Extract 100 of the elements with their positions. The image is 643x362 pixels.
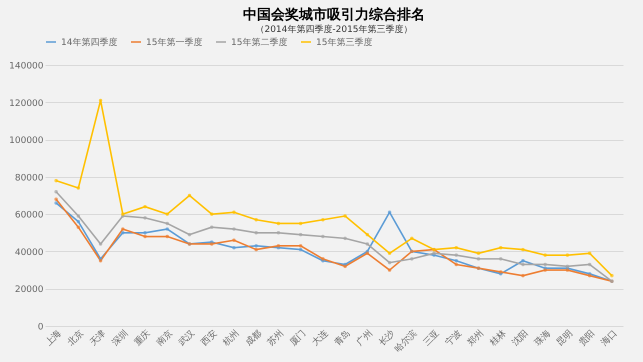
chart-title: 中国会奖城市吸引力综合排名	[243, 6, 425, 23]
point	[521, 248, 525, 252]
point	[454, 259, 458, 262]
point	[588, 252, 592, 256]
point	[143, 234, 147, 238]
point	[388, 252, 392, 256]
point	[254, 218, 258, 222]
point	[210, 212, 214, 216]
y-tick-label: 0	[38, 322, 44, 332]
x-tick-label: 上海	[43, 328, 64, 348]
point	[343, 214, 347, 218]
point	[254, 231, 258, 235]
point	[588, 262, 592, 266]
x-tick-label: 大连	[310, 328, 330, 348]
x-tick-label: 三亚	[422, 328, 442, 348]
point	[188, 194, 192, 198]
point	[521, 274, 525, 278]
point	[166, 227, 169, 231]
point	[410, 257, 414, 261]
point	[298, 222, 302, 226]
x-tick-label: 天津	[88, 328, 108, 348]
point	[476, 252, 480, 256]
x-tick-label: 苏州	[265, 328, 286, 348]
point	[232, 227, 236, 231]
point	[321, 218, 325, 222]
y-tick-label: 20000	[14, 285, 44, 296]
legend-label: 15年第一季度	[146, 37, 202, 48]
y-tick-label: 100000	[9, 136, 44, 146]
point	[388, 268, 392, 272]
x-tick-label: 西安	[198, 328, 220, 348]
point	[76, 220, 80, 224]
y-tick-label: 40000	[14, 248, 44, 258]
x-tick-label: 厦门	[288, 328, 308, 348]
point	[410, 236, 414, 240]
legend-label: 14年第四季度	[61, 37, 118, 48]
point	[298, 232, 302, 236]
x-tick-label: 贵阳	[576, 328, 598, 348]
point	[166, 234, 169, 238]
point	[366, 232, 370, 236]
point	[76, 225, 80, 229]
point	[499, 246, 502, 250]
point	[76, 214, 80, 218]
point	[98, 98, 102, 102]
point	[143, 231, 147, 235]
point	[210, 225, 214, 229]
x-tick-label: 杭州	[220, 328, 242, 350]
x-tick-label: 南京	[154, 328, 175, 348]
x-tick-label: 成都	[243, 328, 264, 348]
point	[521, 262, 525, 266]
x-tick-label: 昆明	[554, 328, 575, 348]
point	[476, 257, 480, 261]
point	[254, 244, 258, 248]
point	[454, 253, 458, 257]
legend-label: 15年第三季度	[316, 37, 372, 48]
point	[166, 222, 169, 226]
point	[232, 210, 236, 214]
point	[521, 259, 525, 262]
x-tick-label: 重庆	[132, 328, 153, 348]
point	[321, 234, 325, 238]
x-tick-label: 宁波	[443, 328, 464, 348]
point	[298, 248, 302, 252]
x-tick-label: 青岛	[332, 328, 353, 348]
point	[298, 244, 302, 248]
point	[121, 227, 125, 231]
point	[276, 231, 280, 235]
point	[543, 262, 547, 266]
point	[54, 190, 58, 194]
point	[232, 238, 236, 242]
x-tick-label: 广州	[354, 328, 375, 348]
x-tick-label: 哈尔滨	[392, 328, 420, 355]
y-tick-label: 120000	[9, 98, 44, 109]
point	[188, 232, 192, 236]
point	[98, 242, 102, 246]
point	[54, 198, 58, 201]
point	[454, 262, 458, 266]
x-tick-label: 海口	[598, 328, 620, 348]
x-tick-label: 武汉	[176, 328, 198, 348]
y-tick-label: 80000	[14, 173, 44, 184]
point	[121, 231, 125, 235]
point	[232, 246, 236, 250]
x-tick-label: 北京	[65, 328, 86, 348]
point	[166, 212, 169, 216]
point	[143, 204, 147, 208]
point	[499, 257, 502, 261]
point	[343, 236, 347, 240]
point	[276, 222, 280, 226]
point	[54, 201, 58, 205]
point	[143, 216, 147, 220]
point	[566, 253, 570, 257]
point	[543, 253, 547, 257]
legend-label: 15年第二季度	[231, 37, 288, 48]
point	[366, 242, 370, 246]
y-tick-label: 60000	[14, 210, 44, 221]
x-tick-label: 沈阳	[510, 328, 531, 348]
x-tick-label: 郑州	[466, 328, 486, 348]
x-tick-label: 深圳	[110, 328, 130, 348]
point	[454, 246, 458, 250]
point	[610, 274, 614, 278]
x-tick-label: 桂林	[487, 328, 508, 350]
y-tick-label: 140000	[9, 62, 44, 72]
